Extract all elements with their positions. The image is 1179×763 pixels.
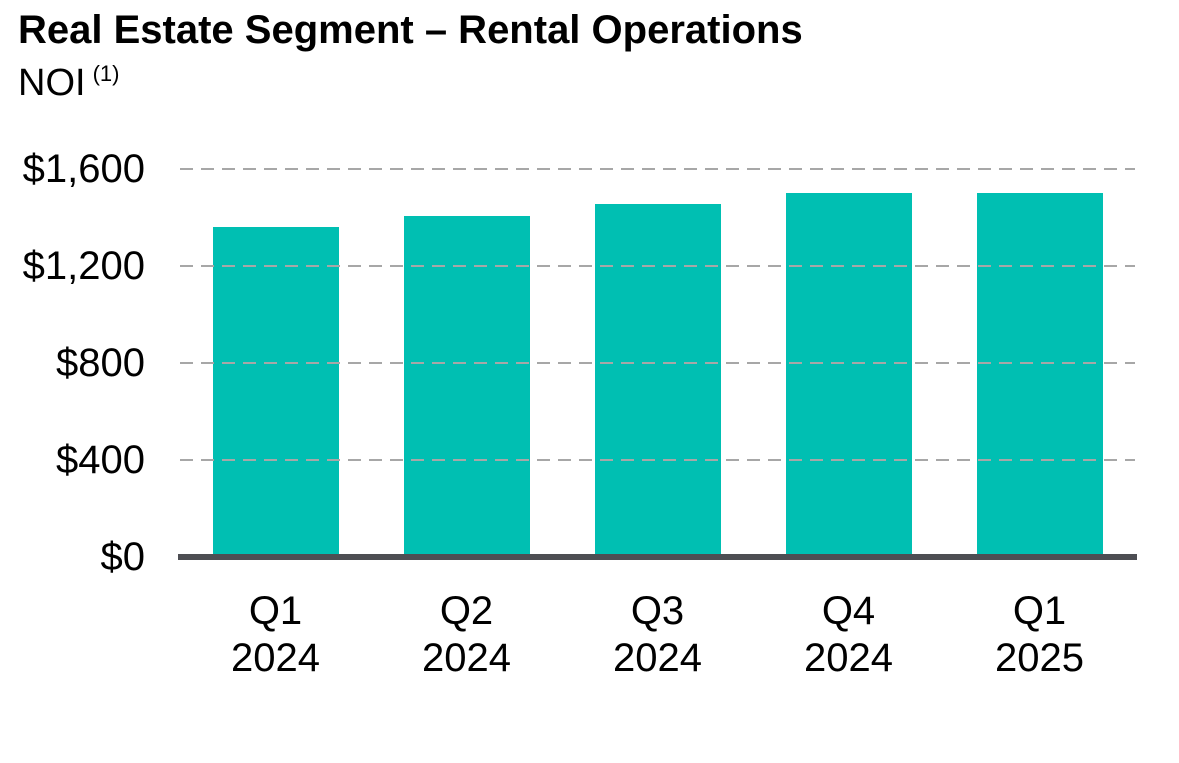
bar-slot: [944, 169, 1135, 557]
bar-slot: [753, 169, 944, 557]
x-tick-label: Q1 2024: [180, 588, 371, 682]
y-axis: $1,600 $1,200 $800 $400 $0: [0, 149, 145, 577]
bar-q1-2024: [212, 227, 339, 557]
subtitle-text: NOI: [18, 62, 86, 104]
x-tick-label: Q2 2024: [371, 588, 562, 682]
x-tick-label-line: Q4: [821, 589, 876, 633]
bar-slot: [562, 169, 753, 557]
bar-slot: [180, 169, 371, 557]
y-tick-label: $400: [56, 438, 145, 482]
x-tick-label-line: 2024: [804, 636, 893, 680]
footnote-marker: (1): [92, 61, 120, 86]
bar-slot: [371, 169, 562, 557]
x-tick-label: Q1 2025: [944, 588, 1135, 682]
y-tick-label: $800: [56, 341, 145, 385]
x-axis-line: [178, 554, 1137, 560]
chart-subtitle: NOI (1): [18, 60, 119, 111]
page-title: Real Estate Segment – Rental Operations: [18, 8, 803, 52]
x-tick-label-line: 2024: [422, 636, 511, 680]
y-tick-label: $1,600: [22, 147, 145, 191]
bars-container: [180, 169, 1135, 557]
x-tick-label: Q4 2024: [753, 588, 944, 682]
x-tick-label: Q3 2024: [562, 588, 753, 682]
x-tick-label-line: Q1: [248, 589, 303, 633]
bar-q4-2024: [785, 193, 912, 557]
y-tick-label: $1,200: [22, 244, 145, 288]
x-tick-label-line: 2025: [995, 636, 1084, 680]
x-tick-label-line: Q1: [1012, 589, 1067, 633]
x-axis: Q1 2024 Q2 2024 Q3 2024 Q4 2024 Q1 2025: [180, 588, 1135, 682]
gridline: [180, 459, 1135, 461]
x-tick-label-line: Q3: [630, 589, 685, 633]
gridline: [180, 168, 1135, 170]
gridline: [180, 362, 1135, 364]
x-tick-label-line: 2024: [613, 636, 702, 680]
x-tick-label-line: 2024: [231, 636, 320, 680]
plot-area: [178, 168, 1137, 560]
bar-q1-2025: [976, 193, 1103, 557]
x-tick-label-line: Q2: [439, 589, 494, 633]
bar-q2-2024: [403, 216, 530, 557]
gridline: [180, 265, 1135, 267]
bar-q3-2024: [594, 204, 721, 557]
y-tick-label: $0: [100, 535, 146, 579]
